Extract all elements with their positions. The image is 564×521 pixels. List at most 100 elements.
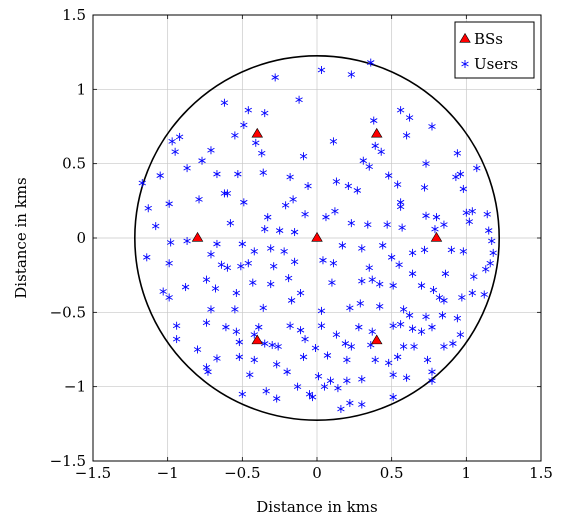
user-point bbox=[299, 152, 308, 161]
x-tick-label: 1 bbox=[462, 464, 472, 482]
user-point bbox=[408, 248, 417, 257]
user-point bbox=[168, 137, 176, 146]
user-point bbox=[329, 259, 338, 268]
user-point bbox=[272, 394, 281, 403]
user-point bbox=[344, 181, 353, 190]
user-point bbox=[267, 280, 275, 289]
user-point bbox=[428, 323, 436, 332]
user-point bbox=[172, 335, 181, 344]
user-point bbox=[473, 164, 481, 173]
user-point bbox=[405, 113, 414, 122]
user-point bbox=[358, 375, 366, 384]
user-point bbox=[238, 239, 247, 248]
user-point bbox=[290, 257, 299, 266]
user-point bbox=[334, 384, 342, 393]
user-point bbox=[482, 265, 490, 274]
user-point bbox=[396, 320, 405, 329]
user-point bbox=[202, 363, 211, 372]
user-point bbox=[249, 278, 257, 287]
bs-point bbox=[430, 231, 443, 242]
y-tick-label: −0.5 bbox=[50, 303, 86, 321]
user-point bbox=[376, 280, 384, 289]
user-point bbox=[408, 269, 417, 278]
user-point bbox=[347, 342, 356, 351]
y-tick-label: −1 bbox=[64, 378, 86, 396]
user-point bbox=[261, 225, 269, 234]
x-tick-label: −0.5 bbox=[224, 464, 260, 482]
user-point bbox=[165, 199, 173, 208]
user-point bbox=[213, 354, 221, 363]
user-point bbox=[323, 351, 332, 360]
user-point bbox=[317, 306, 326, 315]
user-point bbox=[332, 330, 341, 339]
user-point bbox=[286, 173, 294, 182]
user-point bbox=[226, 219, 235, 228]
user-point bbox=[483, 210, 491, 219]
user-point bbox=[377, 147, 385, 156]
user-point bbox=[261, 109, 269, 118]
user-point bbox=[183, 236, 191, 245]
user-point bbox=[452, 173, 460, 182]
user-point bbox=[359, 156, 367, 165]
legend: BSs Users bbox=[454, 21, 535, 79]
user-point bbox=[231, 131, 239, 140]
user-point bbox=[240, 198, 248, 207]
bs-point bbox=[370, 127, 383, 138]
y-tick-label: 1.5 bbox=[62, 6, 86, 24]
user-point bbox=[211, 284, 220, 293]
bs-point bbox=[311, 231, 323, 242]
user-point bbox=[322, 213, 330, 222]
user-point bbox=[235, 352, 244, 361]
legend-box bbox=[454, 21, 535, 79]
user-point bbox=[383, 220, 391, 229]
user-point bbox=[440, 296, 448, 305]
user-point bbox=[384, 171, 393, 180]
user-point bbox=[258, 149, 266, 158]
y-tick-label: −1.5 bbox=[50, 452, 86, 470]
user-point bbox=[296, 289, 305, 298]
user-point bbox=[364, 220, 372, 229]
user-point bbox=[264, 213, 272, 222]
user-point bbox=[343, 355, 351, 364]
user-point bbox=[286, 321, 294, 330]
user-point bbox=[389, 321, 397, 330]
user-point bbox=[320, 382, 329, 391]
user-point bbox=[422, 211, 430, 220]
y-tick-label: 1 bbox=[76, 80, 86, 98]
user-point bbox=[441, 269, 450, 278]
user-point bbox=[293, 382, 302, 391]
user-point bbox=[389, 393, 397, 402]
user-point bbox=[428, 376, 436, 385]
user-point bbox=[289, 195, 297, 204]
bss-series bbox=[191, 127, 443, 345]
user-point bbox=[305, 390, 314, 399]
user-point bbox=[220, 189, 229, 198]
user-point bbox=[358, 244, 366, 253]
user-point bbox=[347, 219, 356, 228]
user-point bbox=[193, 345, 202, 354]
user-point bbox=[175, 132, 184, 141]
user-point bbox=[244, 106, 252, 115]
user-point bbox=[275, 226, 284, 235]
user-point bbox=[449, 339, 457, 348]
user-point bbox=[202, 318, 211, 327]
user-point bbox=[252, 138, 260, 147]
user-point bbox=[287, 296, 296, 305]
user-point bbox=[308, 393, 317, 402]
user-point bbox=[220, 98, 229, 107]
user-point bbox=[204, 367, 212, 376]
user-point bbox=[255, 323, 263, 332]
user-point bbox=[207, 250, 215, 259]
user-point bbox=[429, 286, 438, 295]
user-point bbox=[405, 311, 414, 320]
user-point bbox=[250, 247, 258, 256]
user-point bbox=[365, 162, 373, 171]
user-point bbox=[453, 149, 462, 158]
user-point bbox=[432, 213, 441, 222]
user-point bbox=[172, 321, 181, 330]
user-point bbox=[259, 303, 267, 312]
user-point bbox=[368, 327, 376, 336]
user-point bbox=[422, 159, 430, 168]
user-point bbox=[165, 259, 173, 268]
